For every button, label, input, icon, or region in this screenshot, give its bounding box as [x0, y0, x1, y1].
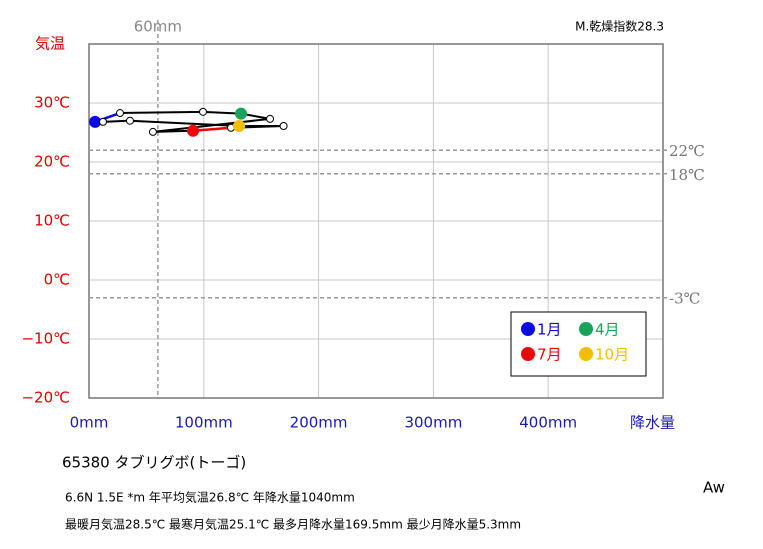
station: 65380 タブリグボ(トーゴ)	[62, 454, 246, 472]
y-tick-label: 10℃	[34, 212, 70, 230]
x-tick-label: 0mm	[70, 414, 109, 432]
info-line: 最暖月気温28.5℃ 最寒月気温25.1℃ 最多月降水量169.5mm 最少月降…	[65, 517, 521, 532]
y-tick-label: 20℃	[34, 153, 70, 171]
month-segment	[192, 126, 232, 132]
legend-marker	[521, 322, 535, 336]
info-line: 6.6N 1.5E *m 年平均気温26.8℃ 年降水量1040mm	[65, 490, 355, 505]
month-point	[234, 107, 247, 120]
month-point	[125, 116, 134, 125]
dryness-index: M.乾燥指数28.3	[575, 19, 664, 34]
month-point	[266, 114, 275, 123]
reference-label: 22℃	[669, 142, 705, 160]
x-tick-label: 300mm	[404, 414, 462, 432]
legend-label: 7月	[537, 346, 562, 364]
month-point	[89, 115, 102, 128]
plot-frame	[88, 43, 664, 399]
climate-class: Aw	[703, 479, 725, 497]
x-tick-label: 200mm	[290, 414, 348, 432]
reference-label: 18℃	[669, 166, 705, 184]
reference-label: -3℃	[669, 290, 700, 308]
y-tick-label: 30℃	[34, 94, 70, 112]
x-tick-label: 400mm	[519, 414, 577, 432]
reference-label: 60mm	[134, 18, 182, 36]
month-point	[198, 107, 207, 116]
legend-label: 4月	[595, 321, 620, 339]
month-point	[279, 122, 288, 131]
month-point	[115, 109, 124, 118]
y-tick-label: −10℃	[21, 330, 70, 348]
x-axis-title: 降水量	[630, 414, 675, 432]
x-tick-label: 100mm	[175, 414, 233, 432]
month-point	[99, 117, 108, 126]
y-tick-label: 0℃	[44, 271, 70, 289]
legend-marker	[579, 322, 593, 336]
y-axis-title: 気温	[35, 35, 65, 53]
legend-marker	[579, 347, 593, 361]
y-tick-label: −20℃	[21, 389, 70, 407]
month-point	[187, 124, 200, 137]
legend-label: 10月	[595, 346, 629, 364]
legend-box	[510, 311, 647, 377]
month-point	[233, 120, 246, 133]
legend-marker	[521, 347, 535, 361]
legend-label: 1月	[537, 321, 562, 339]
month-point	[148, 127, 157, 136]
